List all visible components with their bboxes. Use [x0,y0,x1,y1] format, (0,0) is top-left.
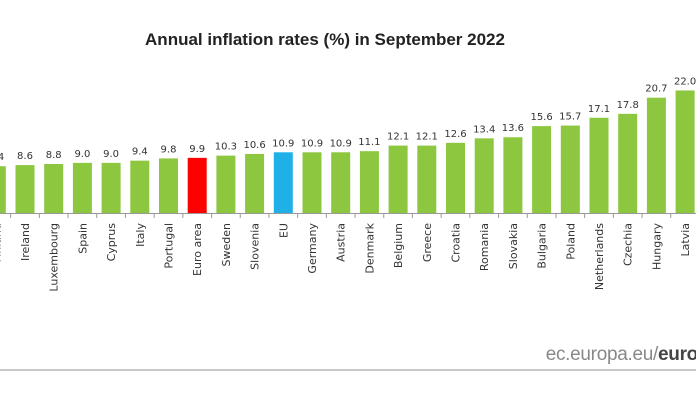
bar-portugal [159,158,178,213]
category-label: Netherlands [593,223,606,290]
value-label: 13.6 [502,123,524,134]
bar-italy [130,160,150,213]
category-label: Croatia [450,223,463,263]
bar-belgium [388,145,408,213]
source-bold: euro [658,344,696,365]
bar-slovakia [503,137,523,213]
bar-eu [273,152,293,213]
value-label: 10.3 [215,142,237,153]
category-label: Luxembourg [48,223,61,292]
category-label: Denmark [363,222,376,273]
bar-croatia [446,142,465,213]
value-label: 10.9 [301,138,323,149]
bar-cyprus [101,162,121,213]
bar-euro-area [187,157,207,213]
value-label: 10.9 [330,138,352,149]
category-label: Germany [306,223,319,274]
bar-latvia [675,90,695,213]
bar-netherlands [589,117,609,213]
category-label: Slovakia [507,223,520,269]
value-label: 10.6 [243,140,265,151]
category-label: Czechia [622,223,635,266]
value-label: 20.7 [645,84,667,95]
bar-poland [560,125,580,213]
category-label: EU [277,223,290,238]
bar-czechia [618,113,638,213]
value-label: 12.6 [444,129,466,140]
value-label: 8.8 [46,150,62,161]
divider-line [0,369,696,371]
bar-germany [302,152,322,213]
chart-title: Annual inflation rates (%) in September … [145,30,505,49]
category-label: Portugal [163,223,176,269]
value-label: 9.9 [189,144,205,155]
value-label: 9.8 [161,144,177,155]
value-label: 17.1 [588,104,610,115]
value-label: 9.0 [103,149,119,160]
bar-ireland [15,165,35,213]
bar-denmark [359,151,379,213]
category-label: Sweden [220,223,233,266]
category-label: Latvia [679,223,692,257]
category-label: Euro area [191,223,204,276]
value-label: 15.7 [559,112,581,123]
value-label: 10.9 [272,138,294,149]
category-label: Hungary [650,223,663,270]
bar-bulgaria [532,126,552,213]
bar-slovenia [245,153,265,213]
category-label: Ireland [19,223,32,261]
category-label: Belgium [392,223,405,268]
source-prefix: ec.europa.eu/ [545,344,659,365]
bar-sweden [216,155,236,213]
category-label: Spain [76,223,89,254]
category-label: Greece [421,223,434,262]
value-label: 15.6 [530,112,552,123]
bar-austria [331,152,351,213]
category-label: Poland [564,223,577,260]
category-label: Romania [478,223,491,271]
value-label: 13.4 [473,124,495,135]
source-link[interactable]: ec.europa.eu/euro [546,344,696,366]
value-label: 11.1 [358,137,380,148]
value-label: 9.0 [74,149,90,160]
bar-spain [72,162,92,213]
category-label: Bulgaria [536,223,549,269]
bar-romania [474,138,494,213]
category-label: Finland [0,223,3,262]
value-label: 12.1 [387,132,409,143]
value-label: 17.8 [617,100,639,111]
value-label: 8.6 [17,151,33,162]
value-label: 22.0 [674,76,696,87]
bar-hungary [646,97,666,213]
bar-luxembourg [44,163,64,213]
value-label: 12.1 [416,132,438,143]
value-label: 9.4 [132,147,148,158]
category-label: Italy [134,223,147,247]
category-label: Cyprus [105,223,118,262]
category-label: Austria [335,223,348,262]
value-label: 8.4 [0,152,4,163]
category-label: Slovenia [249,223,262,270]
bar-finland [0,166,6,213]
bar-greece [417,145,437,213]
